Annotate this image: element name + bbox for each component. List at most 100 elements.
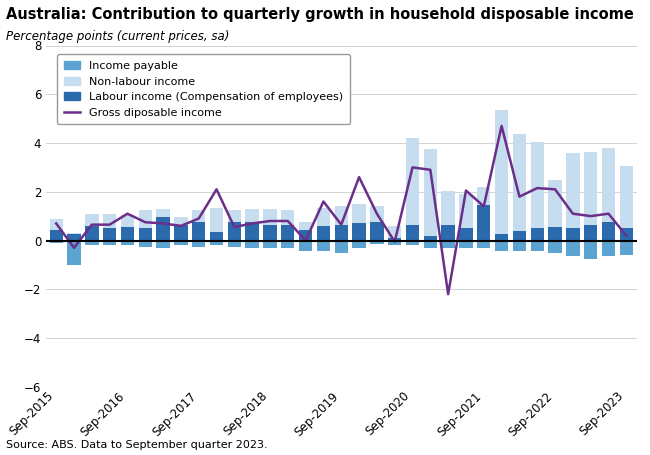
Bar	[602, 222, 615, 241]
Bar	[157, 217, 170, 241]
Bar	[281, 241, 294, 248]
Bar	[85, 241, 99, 245]
Bar	[477, 241, 491, 248]
Text: Percentage points (current prices, sa): Percentage points (current prices, sa)	[6, 30, 230, 43]
Bar	[299, 241, 312, 252]
Bar	[619, 241, 633, 255]
Bar	[317, 241, 330, 252]
Bar	[281, 225, 294, 241]
Bar	[85, 226, 99, 241]
Bar	[370, 241, 383, 244]
Bar	[477, 205, 491, 241]
Bar	[584, 152, 597, 225]
Bar	[49, 241, 63, 243]
Bar	[121, 227, 134, 241]
Bar	[85, 214, 99, 226]
Bar	[388, 226, 402, 238]
Bar	[174, 217, 188, 225]
Bar	[227, 222, 241, 241]
Bar	[352, 204, 366, 223]
Bar	[317, 226, 330, 241]
Bar	[121, 241, 134, 245]
Bar	[566, 153, 580, 228]
Bar	[495, 110, 508, 234]
Bar	[441, 191, 455, 225]
Bar	[210, 241, 223, 245]
Bar	[352, 241, 366, 248]
Bar	[530, 142, 544, 228]
Bar	[68, 233, 81, 234]
Bar	[49, 218, 63, 229]
Bar	[138, 241, 152, 247]
Bar	[246, 209, 259, 222]
Bar	[174, 241, 188, 245]
Bar	[263, 241, 277, 248]
Bar	[460, 241, 473, 248]
Bar	[317, 207, 330, 226]
Bar	[370, 207, 383, 222]
Bar	[619, 228, 633, 241]
Bar	[530, 228, 544, 241]
Bar	[68, 241, 81, 265]
Bar	[441, 241, 455, 248]
Bar	[227, 241, 241, 247]
Bar	[513, 135, 526, 231]
Bar	[121, 215, 134, 227]
Bar	[388, 241, 402, 245]
Bar	[138, 228, 152, 241]
Bar	[441, 225, 455, 241]
Bar	[495, 234, 508, 241]
Bar	[335, 241, 348, 253]
Bar	[299, 222, 312, 229]
Bar	[335, 225, 348, 241]
Bar	[406, 225, 419, 241]
Bar	[210, 207, 223, 232]
Bar	[157, 241, 170, 248]
Bar	[370, 222, 383, 241]
Bar	[227, 210, 241, 222]
Bar	[352, 223, 366, 241]
Bar	[530, 241, 544, 252]
Bar	[513, 231, 526, 241]
Bar	[299, 229, 312, 241]
Bar	[388, 238, 402, 241]
Bar	[424, 149, 437, 236]
Bar	[406, 241, 419, 245]
Bar	[602, 148, 615, 222]
Bar	[549, 241, 562, 253]
Bar	[210, 232, 223, 241]
Bar	[103, 228, 116, 241]
Bar	[406, 138, 419, 225]
Bar	[263, 225, 277, 241]
Bar	[68, 234, 81, 241]
Bar	[281, 210, 294, 225]
Bar	[619, 166, 633, 228]
Bar	[513, 241, 526, 252]
Text: Australia: Contribution to quarterly growth in household disposable income: Australia: Contribution to quarterly gro…	[6, 7, 634, 22]
Legend: Income payable, Non-labour income, Labour income (Compensation of employees), Gr: Income payable, Non-labour income, Labou…	[57, 55, 350, 125]
Bar	[549, 227, 562, 241]
Bar	[424, 236, 437, 241]
Bar	[192, 210, 205, 222]
Bar	[246, 222, 259, 241]
Bar	[157, 209, 170, 217]
Bar	[335, 207, 348, 225]
Bar	[138, 210, 152, 228]
Bar	[103, 214, 116, 228]
Bar	[477, 187, 491, 205]
Bar	[103, 241, 116, 245]
Bar	[566, 241, 580, 256]
Bar	[192, 241, 205, 247]
Bar	[263, 209, 277, 225]
Bar	[602, 241, 615, 256]
Bar	[192, 222, 205, 241]
Bar	[566, 228, 580, 241]
Bar	[584, 241, 597, 259]
Text: Source: ABS. Data to September quarter 2023.: Source: ABS. Data to September quarter 2…	[6, 440, 268, 450]
Bar	[549, 180, 562, 227]
Bar	[495, 241, 508, 252]
Bar	[246, 241, 259, 248]
Bar	[424, 241, 437, 248]
Bar	[174, 225, 188, 241]
Bar	[460, 228, 473, 241]
